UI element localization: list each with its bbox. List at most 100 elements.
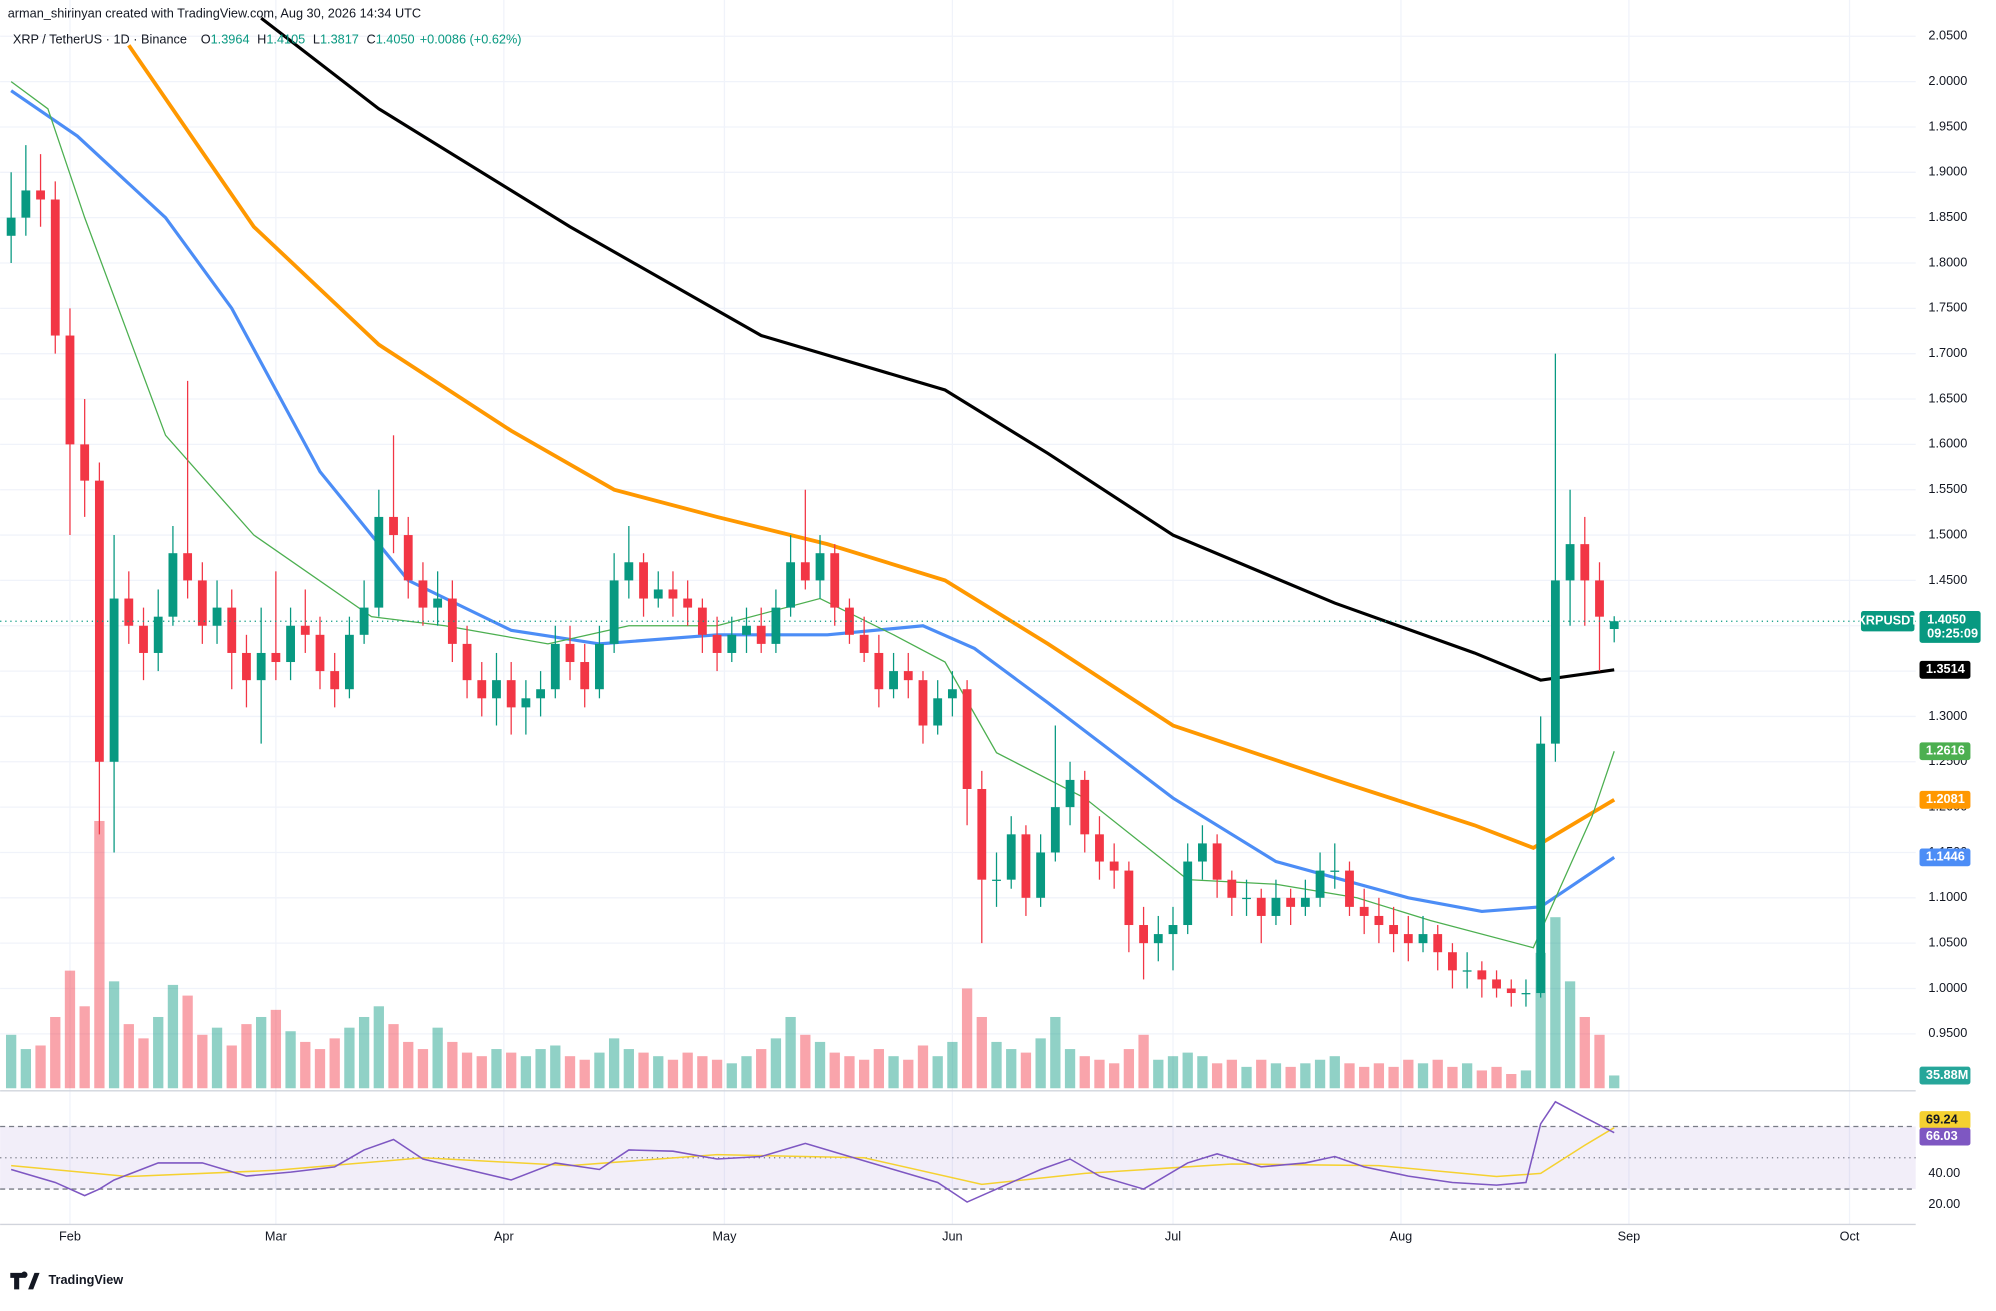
volume-bar bbox=[491, 1049, 502, 1089]
volume-bar bbox=[476, 1056, 487, 1089]
candle-body bbox=[977, 788, 987, 880]
volume-pane bbox=[5, 820, 1620, 1089]
volume-bar bbox=[373, 1006, 384, 1089]
candle-body bbox=[1550, 580, 1560, 744]
volume-bar bbox=[1285, 1066, 1296, 1089]
candle-body bbox=[609, 580, 619, 644]
y-tick-label: 1.7500 bbox=[1928, 300, 1967, 315]
ohlc-value: 1.4105 bbox=[266, 32, 305, 47]
candle-body bbox=[536, 689, 546, 699]
volume-bar bbox=[1123, 1049, 1135, 1089]
moving-average-line bbox=[260, 16, 1615, 682]
volume-bar bbox=[447, 1041, 458, 1089]
volume-bar bbox=[1270, 1063, 1282, 1089]
x-tick-label: Sep bbox=[1618, 1229, 1641, 1244]
candle-body bbox=[212, 607, 222, 626]
rsi-tick-label: 40.00 bbox=[1928, 1165, 1960, 1180]
rsi-pane bbox=[0, 1100, 1916, 1203]
candle-body bbox=[1124, 870, 1134, 926]
volume-bar bbox=[1109, 1063, 1120, 1089]
candle-body bbox=[477, 680, 487, 699]
candle-body bbox=[624, 562, 634, 581]
y-tick-label: 1.5000 bbox=[1928, 526, 1967, 541]
candle-body bbox=[1330, 870, 1340, 872]
candle-body bbox=[1448, 952, 1457, 971]
rsi-tick-label: 20.00 bbox=[1928, 1196, 1960, 1211]
volume-bar bbox=[608, 1038, 620, 1089]
brand: TradingView bbox=[48, 1272, 123, 1287]
volume-bar bbox=[814, 1041, 826, 1089]
y-tick-label: 0.9500 bbox=[1928, 1025, 1967, 1040]
candle-body bbox=[1139, 925, 1148, 944]
candle-body bbox=[1300, 897, 1310, 907]
y-tick-label: 1.6500 bbox=[1928, 390, 1967, 405]
y-tick-label: 1.9000 bbox=[1928, 164, 1967, 179]
value-tag bbox=[1919, 1066, 1971, 1085]
y-tick-label: 1.5500 bbox=[1928, 481, 1967, 496]
ohlc-value: 1.3964 bbox=[211, 32, 250, 47]
candle-body bbox=[933, 698, 943, 726]
volume-bar bbox=[903, 1059, 914, 1089]
candle-body bbox=[139, 625, 148, 653]
volume-bar bbox=[1417, 1063, 1429, 1089]
candle-body bbox=[1153, 934, 1163, 944]
candle-body bbox=[815, 553, 825, 581]
volume-bar bbox=[1300, 1063, 1311, 1089]
volume-bar bbox=[520, 1056, 532, 1089]
candle-body bbox=[1080, 779, 1090, 835]
header: arman_shirinyan created with TradingView… bbox=[8, 5, 421, 20]
volume-bar bbox=[182, 995, 193, 1089]
candle-body bbox=[1109, 861, 1119, 871]
candle-body bbox=[256, 652, 266, 681]
volume-bar bbox=[667, 1059, 679, 1089]
volume-bar bbox=[461, 1052, 473, 1089]
candle-body bbox=[1021, 834, 1031, 898]
countdown-text: 09:25:09 bbox=[1927, 625, 1978, 640]
value-tag-text: 66.03 bbox=[1926, 1128, 1958, 1143]
x-tick-label: Jun bbox=[942, 1229, 963, 1244]
y-tick-label: 1.7000 bbox=[1928, 345, 1967, 360]
value-tag-text: 69.24 bbox=[1926, 1111, 1958, 1126]
candle-body bbox=[389, 516, 398, 536]
volume-bar bbox=[623, 1049, 634, 1089]
price-tag bbox=[1919, 611, 1981, 643]
ohlc-key: C bbox=[367, 32, 376, 47]
candle-body bbox=[153, 616, 163, 653]
candle-body bbox=[65, 335, 75, 445]
y-tick-label: 1.8500 bbox=[1928, 209, 1967, 224]
rsi-ma-line bbox=[11, 1127, 1615, 1186]
candle-body bbox=[683, 598, 693, 608]
candle-body bbox=[50, 199, 60, 336]
candle-body bbox=[1595, 580, 1604, 617]
y-tick-label: 1.9500 bbox=[1928, 118, 1967, 133]
volume-bar bbox=[388, 1024, 399, 1089]
candle-body bbox=[1433, 934, 1443, 953]
volume-bar bbox=[859, 1059, 870, 1089]
candle-body bbox=[433, 598, 443, 608]
candle-body bbox=[1521, 993, 1531, 995]
candle-body bbox=[550, 643, 560, 690]
volume-bar bbox=[741, 1056, 752, 1089]
y-tick-label: 1.3000 bbox=[1928, 708, 1967, 723]
volume-bar bbox=[1314, 1059, 1326, 1089]
candle-body bbox=[903, 671, 913, 681]
ohlc-key: O bbox=[201, 32, 211, 47]
volume-bar bbox=[417, 1049, 429, 1089]
value-tag bbox=[1919, 742, 1971, 761]
x-tick-label: Feb bbox=[59, 1229, 81, 1244]
candle-body bbox=[227, 607, 237, 653]
volume-bar bbox=[1609, 1075, 1620, 1089]
candle-body bbox=[286, 625, 295, 663]
candle-body bbox=[1036, 852, 1046, 898]
symbol: XRP / TetherUS · 1D · Binance bbox=[13, 32, 187, 47]
volume-bar bbox=[1079, 1056, 1090, 1089]
candle-body bbox=[727, 634, 737, 653]
volume-bar bbox=[108, 981, 120, 1089]
candle-body bbox=[447, 598, 457, 644]
volume-bar bbox=[344, 1027, 355, 1089]
volume-bar bbox=[535, 1049, 546, 1089]
volume-bar bbox=[638, 1052, 649, 1089]
brand-logo: TradingView bbox=[10, 1271, 123, 1290]
candle-body bbox=[653, 589, 663, 599]
